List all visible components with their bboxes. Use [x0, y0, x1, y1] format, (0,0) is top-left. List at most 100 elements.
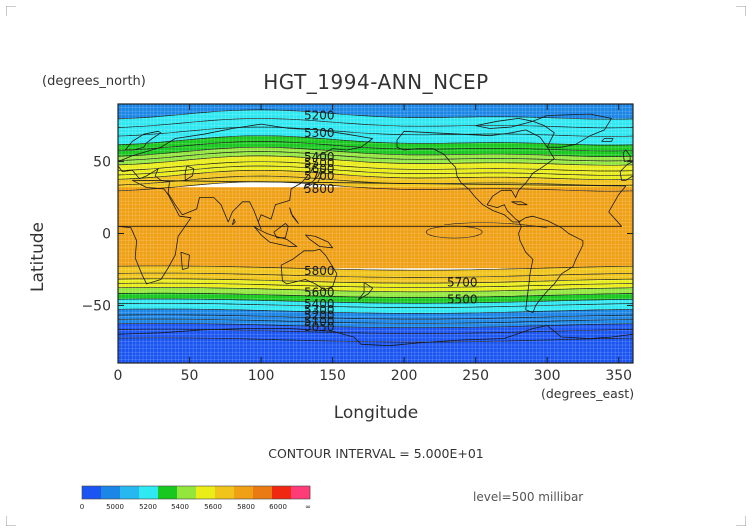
contour-line	[118, 165, 633, 176]
legend-color-box	[215, 486, 235, 499]
crop-mark	[6, 6, 16, 16]
coastline	[273, 223, 289, 239]
contour-line	[118, 151, 633, 162]
contour-label: 5300	[304, 126, 335, 140]
contour-line	[118, 318, 633, 324]
coastlines	[118, 113, 633, 347]
longitude-units: (degrees_east)	[541, 386, 635, 401]
contour-line	[118, 169, 633, 181]
contour-line	[118, 278, 633, 284]
contour-line	[118, 135, 633, 146]
contour-label: 5600	[304, 162, 335, 176]
contour-line	[118, 126, 633, 137]
coastline	[124, 130, 162, 151]
contour-line	[118, 314, 633, 320]
crop-mark	[6, 516, 16, 526]
crop-mark	[736, 516, 746, 526]
x-tick-label: 200	[391, 368, 418, 384]
legend-color-box	[234, 486, 254, 499]
contour-line	[118, 265, 633, 271]
contour-line	[118, 118, 633, 129]
x-tick-label: 0	[114, 368, 123, 384]
contour-line	[118, 272, 633, 278]
contour-labels: 5200530054005500560057005800580057005600…	[304, 109, 478, 335]
legend-label: 5400	[171, 503, 189, 511]
coastline	[511, 201, 528, 206]
contour-label: 5500	[447, 293, 478, 307]
coastline	[180, 251, 190, 270]
coastline	[118, 123, 373, 230]
crop-mark	[736, 6, 746, 16]
x-tick-label: 100	[248, 368, 275, 384]
coastline	[622, 149, 631, 162]
legend-color-box	[272, 486, 292, 499]
legend-frame	[81, 485, 311, 500]
contour-label: 5700	[447, 275, 478, 289]
x-tick-label: 300	[534, 368, 561, 384]
coastline	[532, 113, 612, 148]
coastline	[619, 161, 633, 181]
coastline	[118, 179, 627, 285]
contour-line	[118, 287, 633, 293]
coastline	[475, 118, 534, 129]
contour-line	[118, 161, 633, 172]
x-axis-label: Longitude	[333, 403, 419, 423]
coastline	[303, 168, 326, 190]
contour-label: 5200	[304, 309, 335, 323]
contour-interval-text: CONTOUR INTERVAL = 5.000E+01	[268, 446, 484, 461]
legend-color-box	[291, 486, 311, 499]
legend-color-box	[82, 486, 102, 499]
contour-line	[118, 146, 633, 157]
legend-label: ∞	[305, 503, 311, 511]
y-tick-label: 50	[93, 155, 111, 171]
contour-line	[118, 302, 633, 308]
coastline	[280, 248, 338, 290]
contour-line	[118, 292, 633, 298]
contour-label: 5800	[304, 264, 335, 278]
contour-line	[118, 298, 633, 304]
contour-line	[118, 109, 633, 120]
coastline	[118, 325, 633, 347]
x-tick-label: 350	[605, 368, 632, 384]
contour-label: 5050	[304, 320, 335, 334]
contour-label: 5600	[304, 285, 335, 299]
latitude-units: (degrees_north)	[42, 74, 146, 89]
contour-line	[118, 181, 633, 192]
contour-label: 5700	[304, 169, 335, 183]
legend-color-boxes	[81, 485, 311, 500]
legend-labels: 0 5000 5200 5400 5600 5800 6000 ∞	[80, 503, 311, 511]
legend-color-box	[158, 486, 178, 499]
coastline	[396, 129, 555, 223]
contour-label: 5100	[304, 314, 335, 328]
contour-line	[118, 175, 633, 186]
level-text: level=500 millibar	[473, 490, 584, 504]
coastline	[253, 225, 298, 247]
contour-line	[118, 282, 633, 288]
legend-color-box	[177, 486, 197, 499]
axis-ticks: 0 50 100 150 200 250 300 350 50 0 −50	[81, 104, 633, 384]
legend-label: 5800	[237, 503, 255, 511]
contour-label: 5800	[304, 182, 335, 196]
coastline	[232, 218, 236, 226]
coastline	[518, 215, 584, 313]
contour-label: 5400	[304, 150, 335, 164]
coastline	[601, 138, 614, 142]
contour-line	[118, 141, 633, 152]
coastline	[357, 282, 373, 301]
legend-label: 5600	[204, 503, 222, 511]
legend-color-box	[101, 486, 121, 499]
y-tick-label: −50	[81, 298, 111, 314]
contour-label: 5400	[304, 297, 335, 311]
plot-title: HGT_1994-ANN_NCEP	[263, 70, 489, 94]
coastline	[289, 207, 299, 224]
legend-color-box	[253, 486, 273, 499]
legend-label: 5000	[106, 503, 124, 511]
legend-color-box	[120, 486, 140, 499]
contour-line	[118, 337, 633, 343]
legend-label: 5200	[139, 503, 157, 511]
legend-color-box	[196, 486, 216, 499]
legend-label: 6000	[269, 503, 287, 511]
coastline	[305, 234, 333, 249]
